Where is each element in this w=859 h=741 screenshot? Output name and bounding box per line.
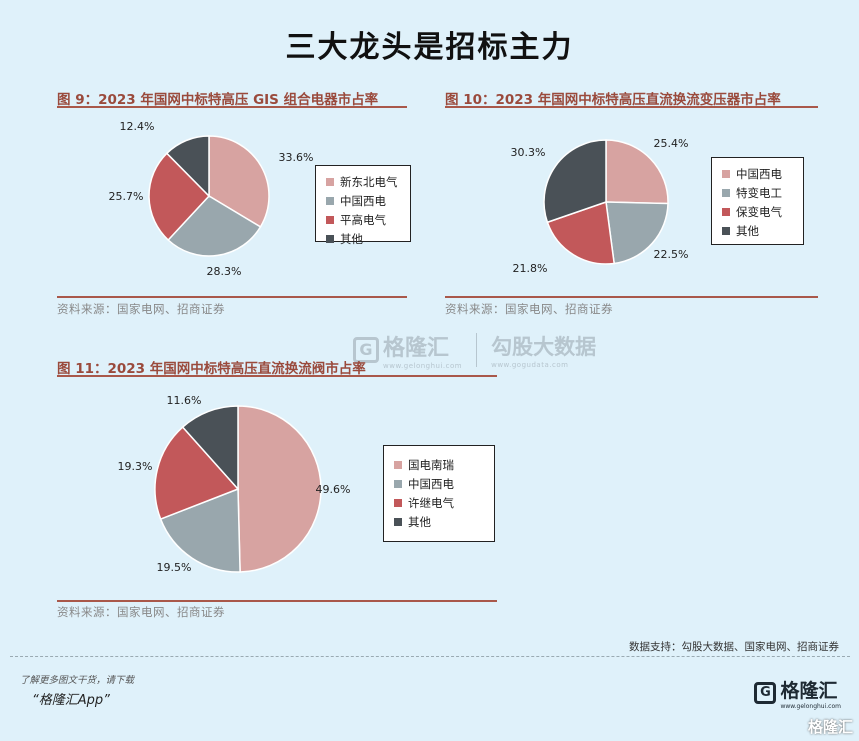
pie-slice	[605, 201, 669, 265]
app-name: “格隆汇App”	[32, 693, 110, 708]
legend-item: 中国西电	[394, 474, 484, 493]
watermark: G 格隆汇 www.gelonghui.com 勾股大数据 www.goguda…	[353, 330, 596, 370]
legend-item: 中国西电	[326, 191, 400, 210]
chart-title-fig9: 图 9：2023 年国网中标特高压 GIS 组合电器市占率	[57, 92, 379, 108]
legend-label: 特变电工	[736, 185, 782, 200]
watermark-separator	[476, 333, 478, 367]
gelonghui-brand-icon: G	[754, 682, 777, 704]
pie-slice	[605, 139, 669, 205]
legend-item: 保变电气	[722, 202, 793, 221]
data-label: 30.3%	[511, 146, 546, 159]
chart-title-fig10: 图 10：2023 年国网中标特高压直流换流变压器市占率	[445, 92, 781, 108]
legend-label: 中国西电	[736, 166, 782, 181]
legend-swatch	[326, 196, 334, 205]
legend-swatch	[722, 188, 730, 197]
pie-slice	[181, 405, 239, 491]
data-label: 33.6%	[279, 151, 314, 164]
brand-sub: www.gelonghui.com	[780, 703, 841, 710]
legend-item: 平高电气	[326, 210, 400, 229]
gelonghui-logo-icon: G	[353, 337, 379, 363]
pie-slice	[154, 426, 240, 521]
data-label: 49.6%	[316, 483, 351, 496]
brand-name: 格隆汇	[780, 680, 838, 702]
data-label: 11.6%	[167, 394, 202, 407]
data-label: 19.5%	[157, 561, 192, 574]
brand-logo: G 格隆汇 www.gelonghui.com	[754, 676, 841, 710]
source-rule-fig10	[445, 296, 818, 298]
watermark-name2: 勾股大数据	[491, 335, 597, 359]
source-fig9: 资料来源：国家电网、招商证券	[57, 302, 225, 316]
watermark-sub2: www.gogudata.com	[491, 361, 569, 369]
data-label: 19.3%	[118, 460, 153, 473]
legend-label: 许继电气	[408, 495, 454, 510]
legend-label: 平高电气	[340, 212, 386, 227]
legend-swatch	[326, 234, 334, 243]
legend-item: 许继电气	[394, 493, 484, 512]
chart-title-fig11: 图 11：2023 年国网中标特高压直流换流阀市占率	[57, 361, 366, 377]
legend-fig11: 国电南瑞中国西电许继电气其他	[383, 445, 495, 542]
legend-item: 中国西电	[722, 164, 793, 183]
legend-swatch	[722, 169, 730, 178]
legend-swatch	[326, 177, 334, 186]
data-label: 12.4%	[120, 120, 155, 133]
pie-slice	[167, 195, 262, 257]
data-label: 25.4%	[654, 137, 689, 150]
source-rule-fig9	[57, 296, 407, 298]
pie-slice	[543, 139, 607, 224]
footer-divider	[10, 656, 850, 657]
legend-label: 保变电气	[736, 204, 782, 219]
title-rule-fig11	[57, 375, 497, 377]
page-title: 三大龙头是招标主力	[285, 30, 574, 65]
pie-chart-fig9: 33.6% 28.3% 25.7% 12.4%	[109, 120, 314, 278]
legend-label: 其他	[340, 231, 363, 246]
data-label: 21.8%	[513, 262, 548, 275]
legend-fig10: 中国西电特变电工保变电气其他	[711, 157, 804, 245]
legend-label: 中国西电	[340, 193, 386, 208]
legend-label: 其他	[408, 514, 431, 529]
data-label: 28.3%	[207, 265, 242, 278]
watermark-name: 格隆汇	[383, 336, 450, 361]
pie-chart-fig10: 25.4% 22.5% 21.8% 30.3%	[511, 137, 689, 275]
pie-slice	[546, 200, 615, 265]
legend-label: 其他	[736, 223, 759, 238]
legend-item: 其他	[722, 221, 793, 240]
data-label: 22.5%	[654, 248, 689, 261]
legend-item: 新东北电气	[326, 172, 400, 191]
data-label: 25.7%	[109, 190, 144, 203]
corner-watermark: 格隆汇	[807, 718, 853, 736]
pie-chart-fig11: 49.6% 19.5% 19.3% 11.6%	[118, 394, 351, 574]
legend-swatch	[394, 498, 402, 507]
legend-item: 国电南瑞	[394, 455, 484, 474]
legend-swatch	[722, 207, 730, 216]
pie-slice	[148, 152, 211, 242]
data-credit: 数据支持：勾股大数据、国家电网、招商证券	[629, 641, 839, 653]
legend-label: 国电南瑞	[408, 457, 454, 472]
pie-slice	[165, 135, 210, 198]
legend-label: 新东北电气	[340, 174, 398, 189]
legend-swatch	[722, 226, 730, 235]
legend-fig9: 新东北电气中国西电平高电气其他	[315, 165, 411, 246]
watermark-sub: www.gelonghui.com	[383, 362, 463, 370]
download-prompt: 了解更多图文干货，请下载	[20, 675, 135, 686]
legend-label: 中国西电	[408, 476, 454, 491]
legend-item: 其他	[394, 512, 484, 531]
legend-swatch	[394, 460, 402, 469]
pie-slice	[159, 487, 241, 573]
source-rule-fig11	[57, 600, 497, 602]
pie-slice	[237, 405, 322, 573]
legend-item: 特变电工	[722, 183, 793, 202]
title-rule-fig9	[57, 106, 407, 108]
legend-swatch	[394, 479, 402, 488]
source-fig11: 资料来源：国家电网、招商证券	[57, 605, 225, 619]
legend-item: 其他	[326, 229, 400, 248]
legend-swatch	[394, 517, 402, 526]
title-rule-fig10	[445, 106, 818, 108]
legend-swatch	[326, 215, 334, 224]
source-fig10: 资料来源：国家电网、招商证券	[445, 302, 613, 316]
